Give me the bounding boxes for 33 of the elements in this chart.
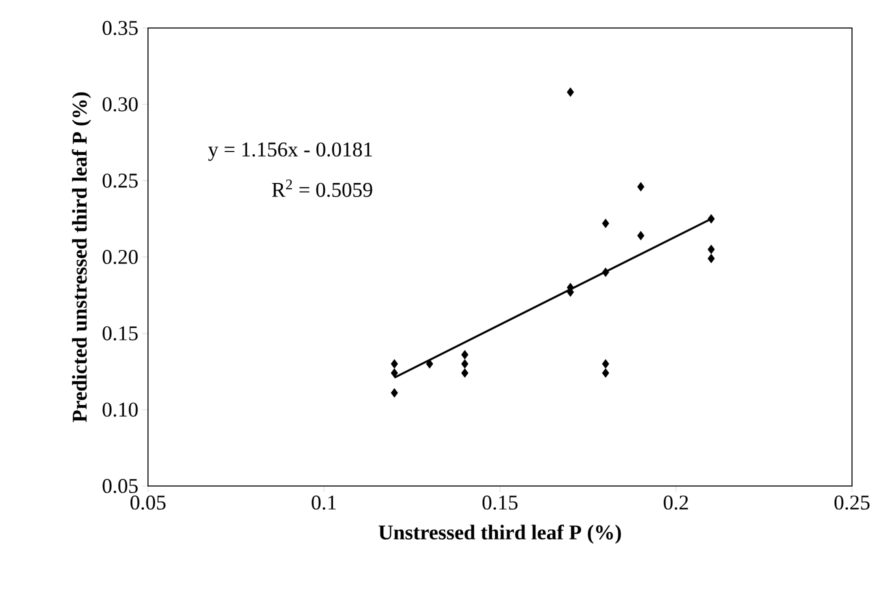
point <box>390 359 398 369</box>
point <box>461 359 468 369</box>
x-tick-label: 0.05 <box>130 496 166 510</box>
point <box>637 230 644 240</box>
x-axis-title: Unstressed third leaf P (%) <box>378 524 621 544</box>
y-axis-title: Predicted unstressed third leaf P (%) <box>72 92 92 422</box>
y-tick-label: 0.05 <box>102 478 138 494</box>
annotation: R$^{2}$ = 0.5059 <box>272 180 372 198</box>
point <box>426 359 434 369</box>
x-tick-label: 0.1 <box>312 496 336 510</box>
point <box>602 359 610 369</box>
point <box>566 87 574 97</box>
point <box>602 218 610 228</box>
point <box>708 214 715 224</box>
y-tick-label: 0.25 <box>102 174 138 188</box>
point <box>602 268 610 277</box>
y-tick-label: 0.30 <box>102 97 138 112</box>
y-tick-label: 0.35 <box>102 20 138 36</box>
point <box>461 368 468 378</box>
annotation: y = 1.156x - 0.0181 <box>208 142 372 161</box>
point <box>390 388 398 398</box>
point <box>637 182 644 192</box>
y-tick-label: 0.20 <box>102 250 138 264</box>
point <box>461 350 468 360</box>
x-tick-label: 0.25 <box>834 496 870 510</box>
point <box>708 244 715 254</box>
y-tick-label: 0.15 <box>102 326 138 340</box>
x-tick-label: 0.15 <box>482 496 518 510</box>
x-tick-label: 0.2 <box>664 496 688 510</box>
point <box>390 368 398 378</box>
point <box>708 254 715 264</box>
y-tick-label: 0.10 <box>102 402 138 417</box>
point <box>602 368 610 378</box>
